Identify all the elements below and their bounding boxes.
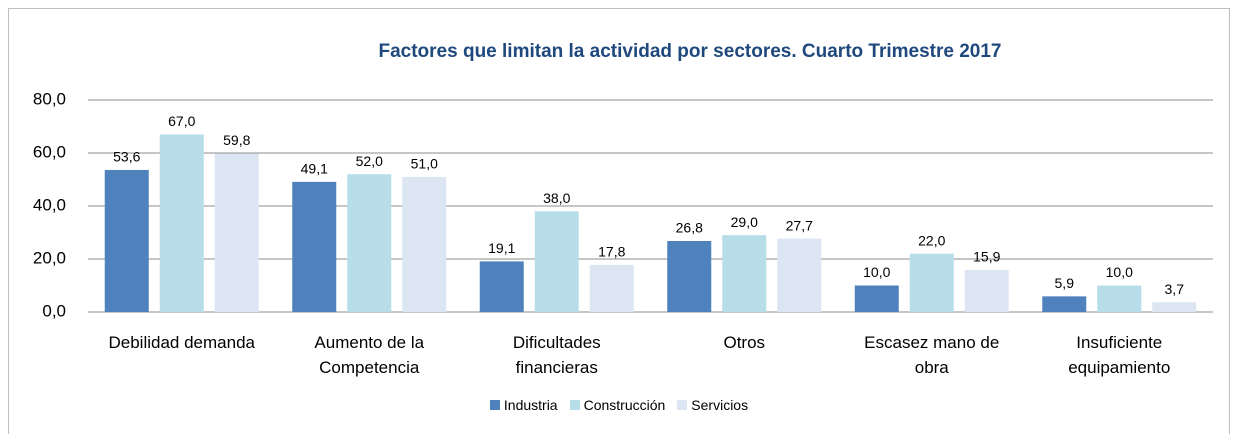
data-label: 22,0: [918, 232, 945, 248]
data-label: 59,8: [223, 132, 250, 148]
legend: Industria Construcción Servicios: [0, 397, 1238, 413]
data-label: 3,7: [1165, 281, 1185, 297]
chart-title: Factores que limitan la actividad por se…: [378, 41, 1001, 62]
y-tick-label: 20,0: [33, 248, 66, 267]
x-tick-label: Escasez mano de obra: [864, 333, 1000, 377]
bar: [1097, 285, 1142, 312]
y-tick-label: 80,0: [33, 89, 66, 108]
bar: [909, 253, 954, 312]
x-tick-label: Insuficiente equipamiento: [1068, 333, 1171, 377]
bar: [347, 174, 392, 312]
data-label: 51,0: [411, 156, 438, 172]
bar: [722, 235, 767, 312]
bar: [479, 261, 524, 312]
bar: [534, 211, 579, 312]
x-tick-label: Aumento de la Competencia: [314, 333, 425, 377]
bar: [589, 264, 634, 312]
data-label: 19,1: [488, 240, 515, 256]
legend-label: Construcción: [583, 397, 666, 413]
bar: [854, 285, 899, 312]
x-tick-label: Debilidad demanda: [108, 333, 256, 352]
bar: [1042, 296, 1087, 312]
y-tick-label: 40,0: [33, 195, 66, 214]
bar: [104, 169, 149, 312]
x-tick-label: Dificultades financieras: [512, 333, 601, 377]
data-label: 17,8: [598, 244, 625, 260]
bar: [667, 240, 712, 312]
data-label: 10,0: [1106, 264, 1133, 280]
legend-swatch: [489, 400, 500, 410]
data-label: 52,0: [356, 153, 383, 169]
legend-swatch: [677, 400, 688, 410]
bar: [292, 181, 337, 312]
bar: [1152, 302, 1197, 312]
bar: [777, 238, 822, 312]
bar: [402, 176, 447, 312]
x-tick-label: Otros: [723, 333, 766, 352]
legend-label: Servicios: [691, 397, 749, 413]
data-label: 15,9: [973, 249, 1000, 265]
bar: [159, 134, 204, 312]
data-label: 49,1: [301, 161, 328, 177]
data-label: 10,0: [863, 264, 890, 280]
legend-item: Industria: [489, 397, 558, 413]
data-label: 29,0: [731, 214, 758, 230]
data-label: 26,8: [676, 220, 703, 236]
legend-label: Industria: [503, 397, 558, 413]
data-label: 53,6: [113, 149, 140, 165]
chart-border: [8, 8, 1230, 434]
y-tick-label: 60,0: [33, 142, 66, 161]
legend-item: Construcción: [569, 397, 666, 413]
bar: [214, 153, 259, 312]
legend-swatch: [569, 400, 580, 410]
data-label: 27,7: [786, 217, 813, 233]
data-label: 67,0: [168, 113, 195, 129]
bar: [964, 269, 1009, 312]
y-tick-label: 0,0: [42, 301, 66, 320]
data-label: 38,0: [543, 190, 570, 206]
legend-item: Servicios: [677, 397, 748, 413]
data-label: 5,9: [1055, 275, 1075, 291]
